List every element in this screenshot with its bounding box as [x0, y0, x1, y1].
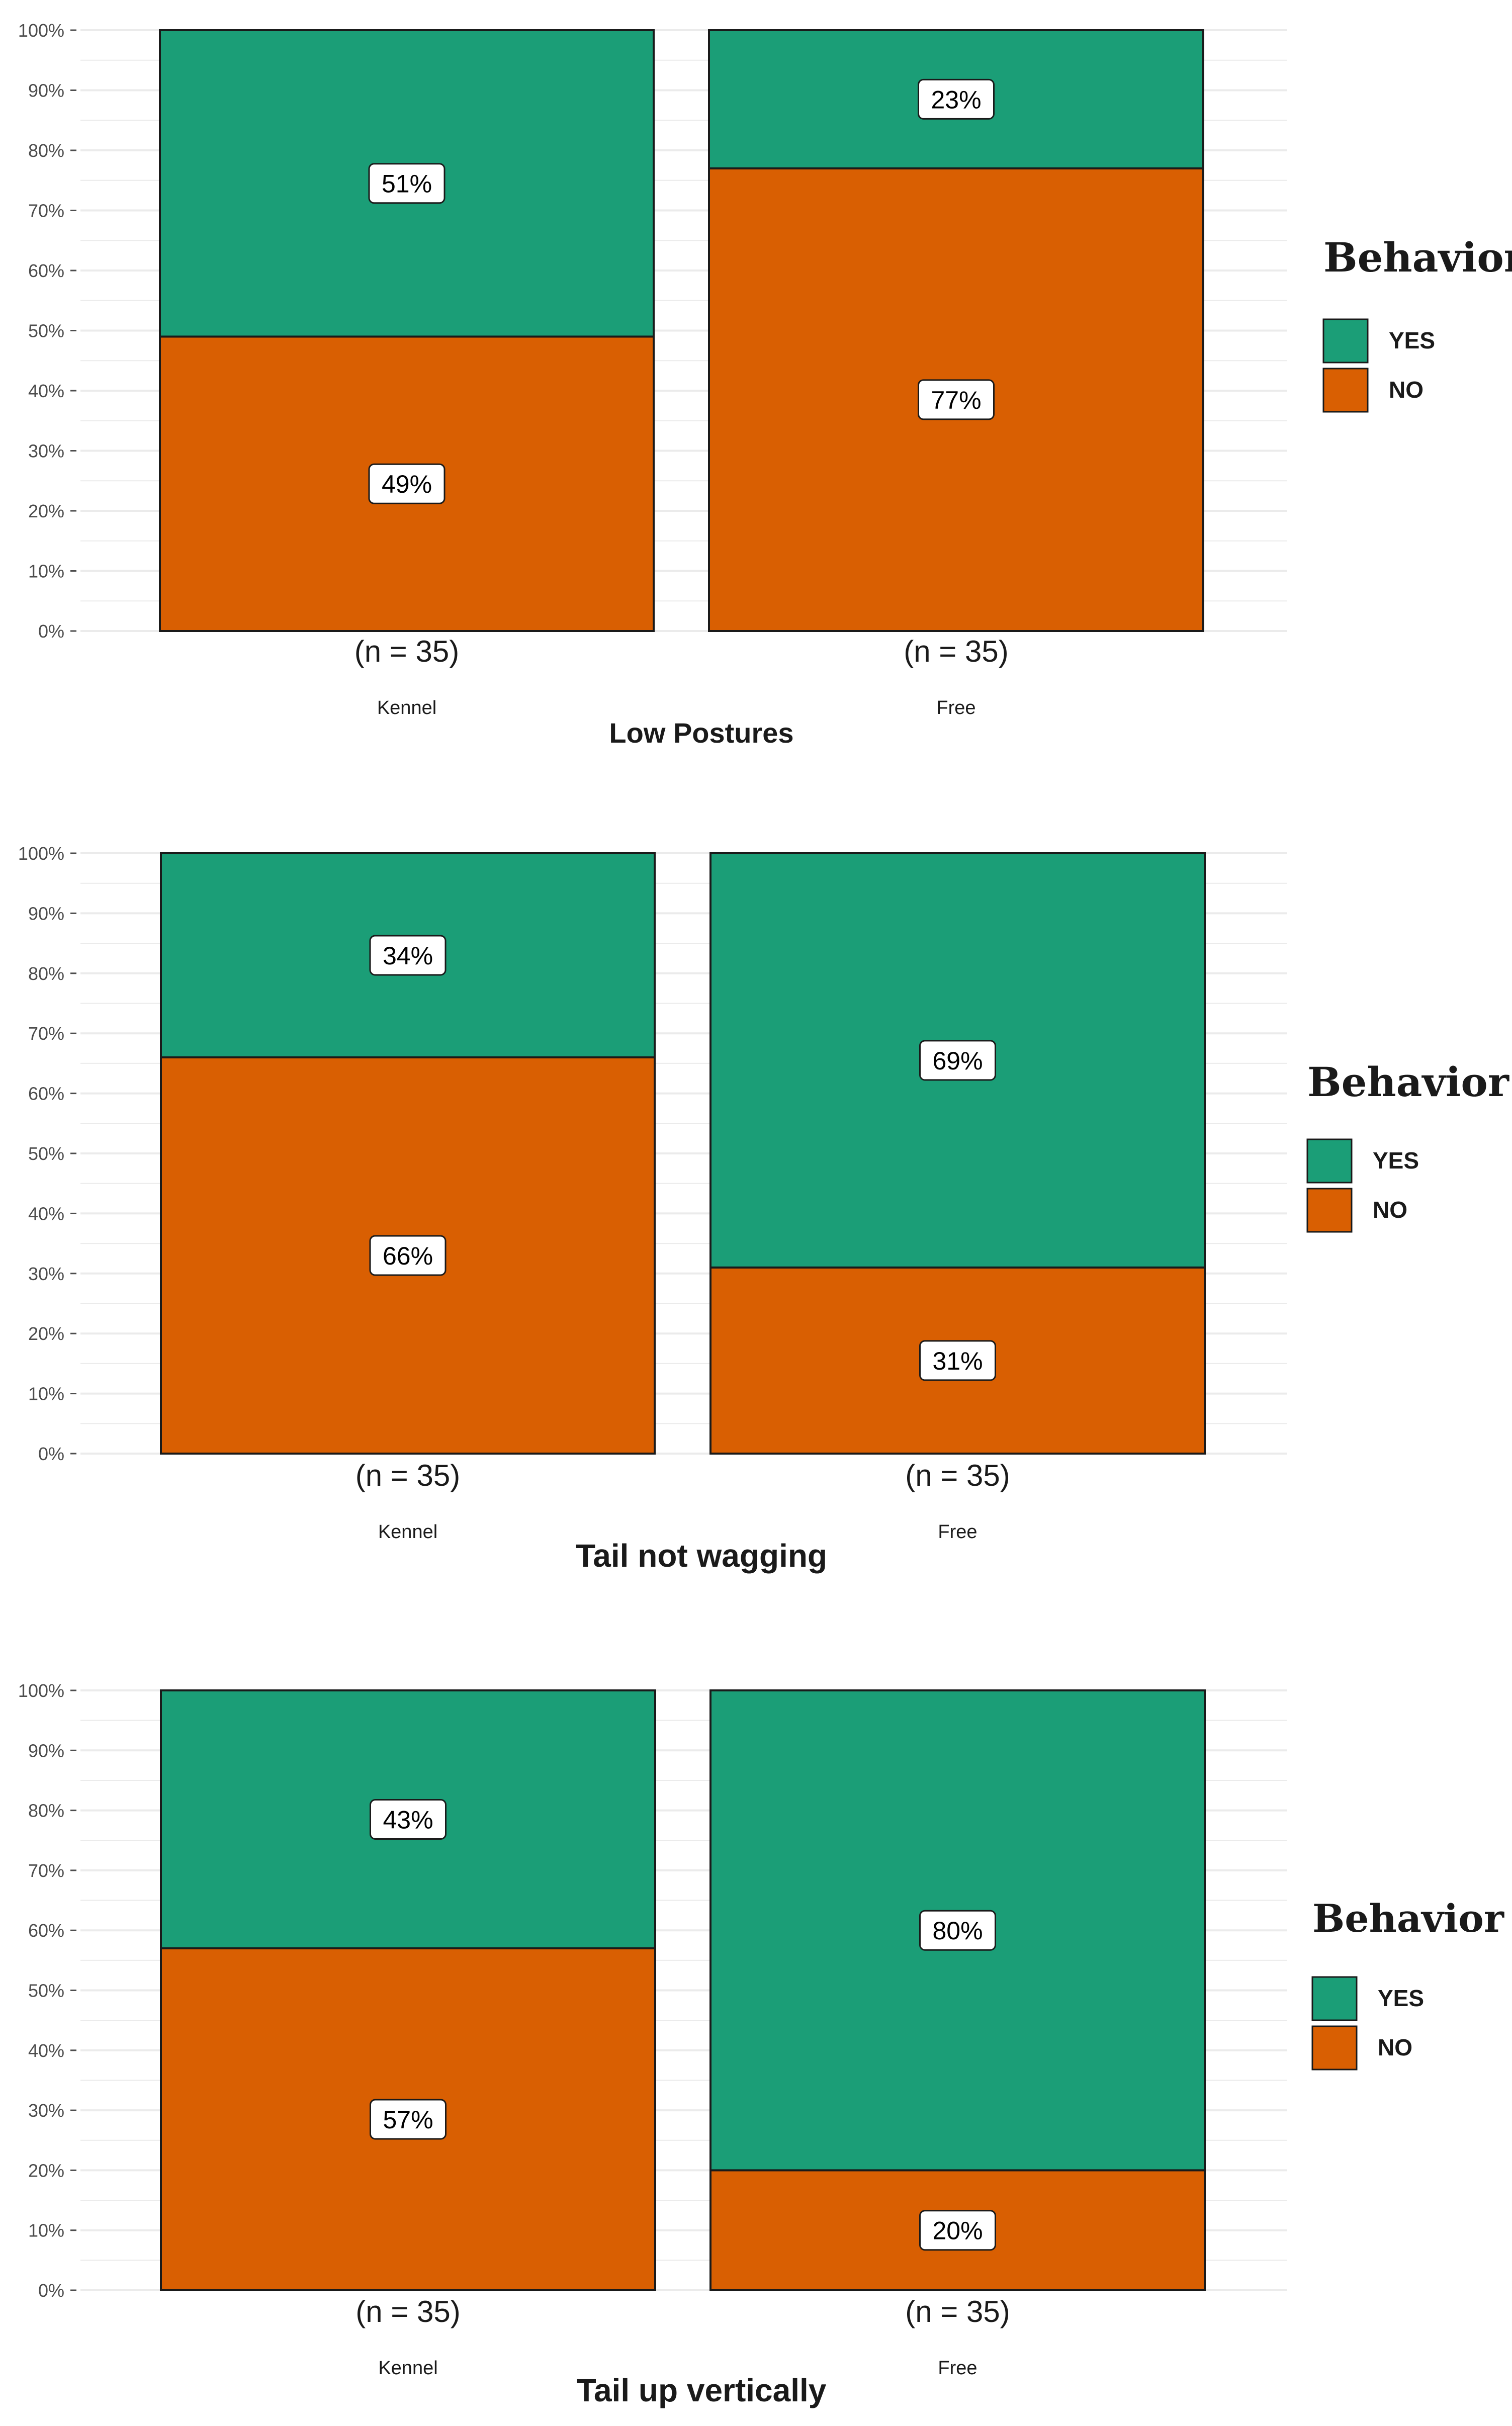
y-tick-label: 60% [28, 260, 64, 281]
y-tick-label: 60% [28, 1084, 64, 1104]
y-tick-label: 20% [28, 1323, 64, 1344]
legend-swatch-yes [1306, 1138, 1353, 1184]
chart-panel-3: 0% 10% 20% 30% 40% 50% 60% 70% 80% 90% 100% 57% 43% (… [18, 1680, 1504, 2408]
y-tick-label: 100% [18, 843, 64, 864]
y-tick-label: 90% [28, 1740, 64, 1761]
data-label-box [919, 2210, 996, 2251]
y-tick-label: 0% [38, 621, 64, 642]
data-label-box [918, 78, 995, 120]
legend: Behavior YES NO [1311, 1896, 1504, 2071]
data-label-box [370, 1799, 447, 1840]
legend-label: YES [1378, 1985, 1424, 2011]
x-category-label: Kennel [378, 1521, 437, 1543]
x-category-label: Kennel [377, 697, 436, 718]
n-label: (n = 35) [355, 1459, 460, 1492]
y-tick-label: 30% [28, 441, 64, 462]
y-tick-label: 0% [38, 1444, 64, 1464]
y-tick-label: 0% [38, 2280, 64, 2301]
y-tick-label: 70% [28, 1023, 64, 1044]
data-label-box [918, 379, 995, 420]
legend-title: Behavior [1307, 1058, 1509, 1106]
y-tick-label: 10% [28, 561, 64, 582]
legend-label: NO [1373, 1197, 1407, 1223]
data-label-box [368, 163, 446, 204]
x-axis-title: Tail not wagging [576, 1538, 827, 1574]
legend-label: NO [1389, 377, 1424, 403]
data-label-box [919, 1910, 996, 1951]
data-label-box [369, 1235, 447, 1276]
data-label: 43% [383, 1806, 433, 1834]
x-category-label: Free [938, 2358, 977, 2379]
y-tick-label: 50% [28, 321, 64, 341]
legend-swatch-no [1306, 1188, 1353, 1233]
y-tick-label: 100% [18, 20, 64, 41]
n-label: (n = 35) [904, 635, 1008, 668]
y-tick-label: 50% [28, 1981, 64, 2001]
x-category-label: Free [936, 697, 975, 718]
y-tick-label: 70% [28, 1860, 64, 1881]
data-label: 80% [932, 1917, 983, 1945]
chart-panel-1: 0% 10% 20% 30% 40% 50% 60% 70% 80% 90% 100% 49% 51% (… [18, 20, 1512, 749]
data-label: 51% [382, 170, 432, 198]
legend-title: Behavior [1323, 234, 1512, 281]
legend-title: Behavior [1312, 1896, 1504, 1941]
y-tick-label: 30% [28, 2100, 64, 2121]
legend-swatch-yes [1311, 1976, 1358, 2021]
x-category-label: Kennel [378, 2358, 437, 2379]
y-tick-label: 60% [28, 1920, 64, 1941]
x-category-label: Free [938, 1521, 977, 1543]
legend-label: YES [1373, 1147, 1419, 1174]
y-tick-label: 10% [28, 1384, 64, 1404]
legend-swatch-yes [1322, 318, 1369, 364]
y-tick-label: 50% [28, 1143, 64, 1164]
data-label-box [369, 935, 447, 976]
y-tick-label: 80% [28, 963, 64, 984]
data-label: 49% [382, 470, 432, 498]
legend-swatch-no [1311, 2025, 1358, 2071]
y-tick-label: 40% [28, 381, 64, 401]
data-label: 20% [932, 2217, 983, 2245]
y-tick-label: 90% [28, 903, 64, 924]
data-label: 31% [932, 1347, 983, 1375]
data-label-box [370, 2099, 447, 2140]
n-label: (n = 35) [354, 635, 459, 668]
y-tick-label: 30% [28, 1264, 64, 1284]
data-label: 34% [383, 942, 433, 970]
x-axis-title: Tail up vertically [577, 2372, 827, 2408]
data-label: 23% [931, 85, 981, 114]
legend-label: NO [1378, 2034, 1412, 2060]
y-tick-label: 20% [28, 2160, 64, 2181]
data-label-box [368, 463, 446, 504]
legend-swatch-no [1322, 368, 1369, 413]
y-tick-label: 80% [28, 140, 64, 161]
y-tick-label: 40% [28, 1203, 64, 1224]
y-tick-label: 80% [28, 1801, 64, 1821]
data-label: 66% [383, 1242, 433, 1270]
data-label: 77% [931, 386, 981, 414]
legend-label: YES [1389, 327, 1435, 353]
legend: Behavior YES NO [1322, 234, 1512, 413]
n-label: (n = 35) [905, 2295, 1010, 2328]
y-tick-label: 100% [18, 1680, 64, 1701]
data-label-box [919, 1040, 996, 1081]
x-axis-title: Low Postures [609, 717, 793, 749]
legend: Behavior YES NO [1306, 1058, 1509, 1233]
data-label: 57% [383, 2106, 433, 2134]
n-label: (n = 35) [355, 2295, 460, 2328]
y-tick-label: 90% [28, 80, 64, 101]
data-label: 69% [932, 1047, 983, 1075]
n-label: (n = 35) [905, 1459, 1010, 1492]
data-label-box [919, 1340, 996, 1381]
y-tick-label: 40% [28, 2040, 64, 2061]
y-tick-label: 20% [28, 501, 64, 521]
y-tick-label: 10% [28, 2220, 64, 2241]
chart-panel-2: 0% 10% 20% 30% 40% 50% 60% 70% 80% 90% 100% 66% 34% (… [18, 843, 1509, 1574]
y-tick-label: 70% [28, 201, 64, 221]
